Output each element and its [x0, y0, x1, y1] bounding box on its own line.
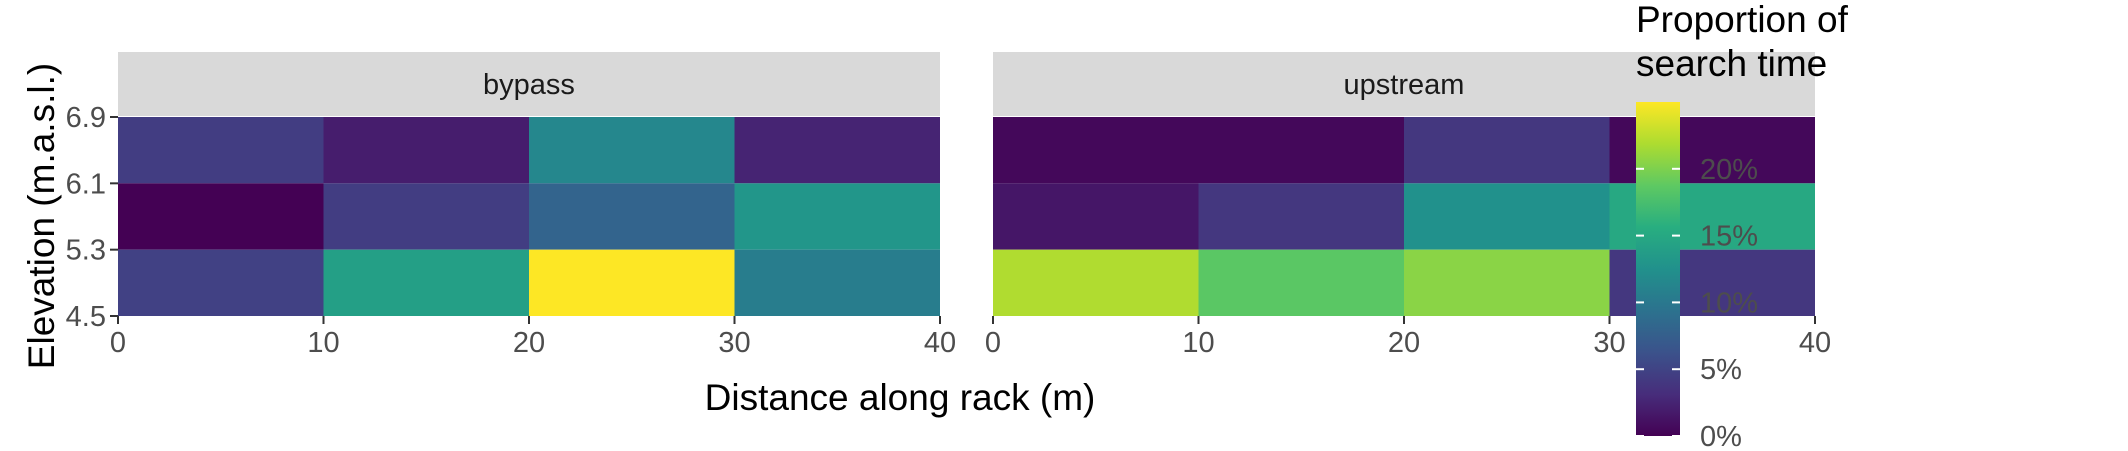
- heatmap-cell: [1404, 249, 1610, 316]
- x-tick-label: 30: [718, 327, 750, 359]
- y-tick-label: 6.9: [66, 102, 106, 134]
- legend-ticks: 0% 5% 10% 15% 20%: [1636, 154, 1758, 451]
- heatmap-cell: [734, 249, 940, 316]
- y-axis-title: Elevation (m.a.s.l.): [21, 63, 62, 369]
- heatmap-cell: [993, 117, 1404, 184]
- x-tick-label: 0: [110, 327, 126, 359]
- legend-tick-label: 20%: [1700, 154, 1758, 186]
- x-tick-label: 10: [1182, 327, 1214, 359]
- heatmap-cell: [1198, 183, 1404, 250]
- legend-tick-label: 5%: [1700, 354, 1742, 386]
- heatmap-cell: [734, 117, 940, 184]
- x-tick-label: 40: [1799, 327, 1831, 359]
- y-tick-label: 6.1: [66, 168, 106, 200]
- x-tick-label: 40: [924, 327, 956, 359]
- heatmap-cell: [529, 249, 735, 316]
- x-tick-label: 10: [307, 327, 339, 359]
- heatmap-cell: [734, 183, 940, 250]
- facet-strip-label: bypass: [483, 69, 575, 101]
- legend-tick-label: 15%: [1700, 221, 1758, 253]
- facet-strip: [118, 52, 940, 116]
- facet-bypass: bypass 0 10 20 30 40 4.5 5.3 6.1 6.9: [66, 52, 956, 359]
- heatmap-cell: [323, 183, 529, 250]
- legend-colorbar: [1636, 102, 1680, 436]
- heatmap-cell: [323, 249, 529, 316]
- facet-panels: bypass 0 10 20 30 40 4.5 5.3 6.1 6.9 upstream 0 10 20…: [66, 52, 1831, 359]
- heatmap-cell: [118, 249, 324, 316]
- heatmap-cell: [1198, 249, 1404, 316]
- color-legend: Proportion of search time 0% 5% 10% 15% 20%: [1636, 0, 1849, 451]
- heatmap-cell: [993, 183, 1199, 250]
- x-axis-title: Distance along rack (m): [705, 377, 1096, 418]
- legend-title-line-2: search time: [1636, 43, 1827, 84]
- heatmap-cell: [529, 183, 735, 250]
- legend-tick-label: 10%: [1700, 287, 1758, 319]
- heatmap-cell: [118, 117, 324, 184]
- y-tick-label: 4.5: [66, 301, 106, 333]
- facet-strip-label: upstream: [1344, 69, 1465, 101]
- y-tick-label: 5.3: [66, 235, 106, 267]
- heatmap-cell: [1404, 183, 1610, 250]
- x-tick-label: 20: [513, 327, 545, 359]
- legend-tick-label: 0%: [1700, 421, 1742, 451]
- heatmap-cell: [993, 249, 1199, 316]
- legend-title-line-1: Proportion of: [1636, 0, 1849, 40]
- x-tick-label: 0: [985, 327, 1001, 359]
- heatmap-cell: [323, 117, 529, 184]
- heatmap-cell: [1404, 117, 1610, 184]
- heatmap-cell: [529, 117, 735, 184]
- x-tick-label: 20: [1388, 327, 1420, 359]
- heatmap-cell: [118, 183, 324, 250]
- x-tick-label: 30: [1593, 327, 1625, 359]
